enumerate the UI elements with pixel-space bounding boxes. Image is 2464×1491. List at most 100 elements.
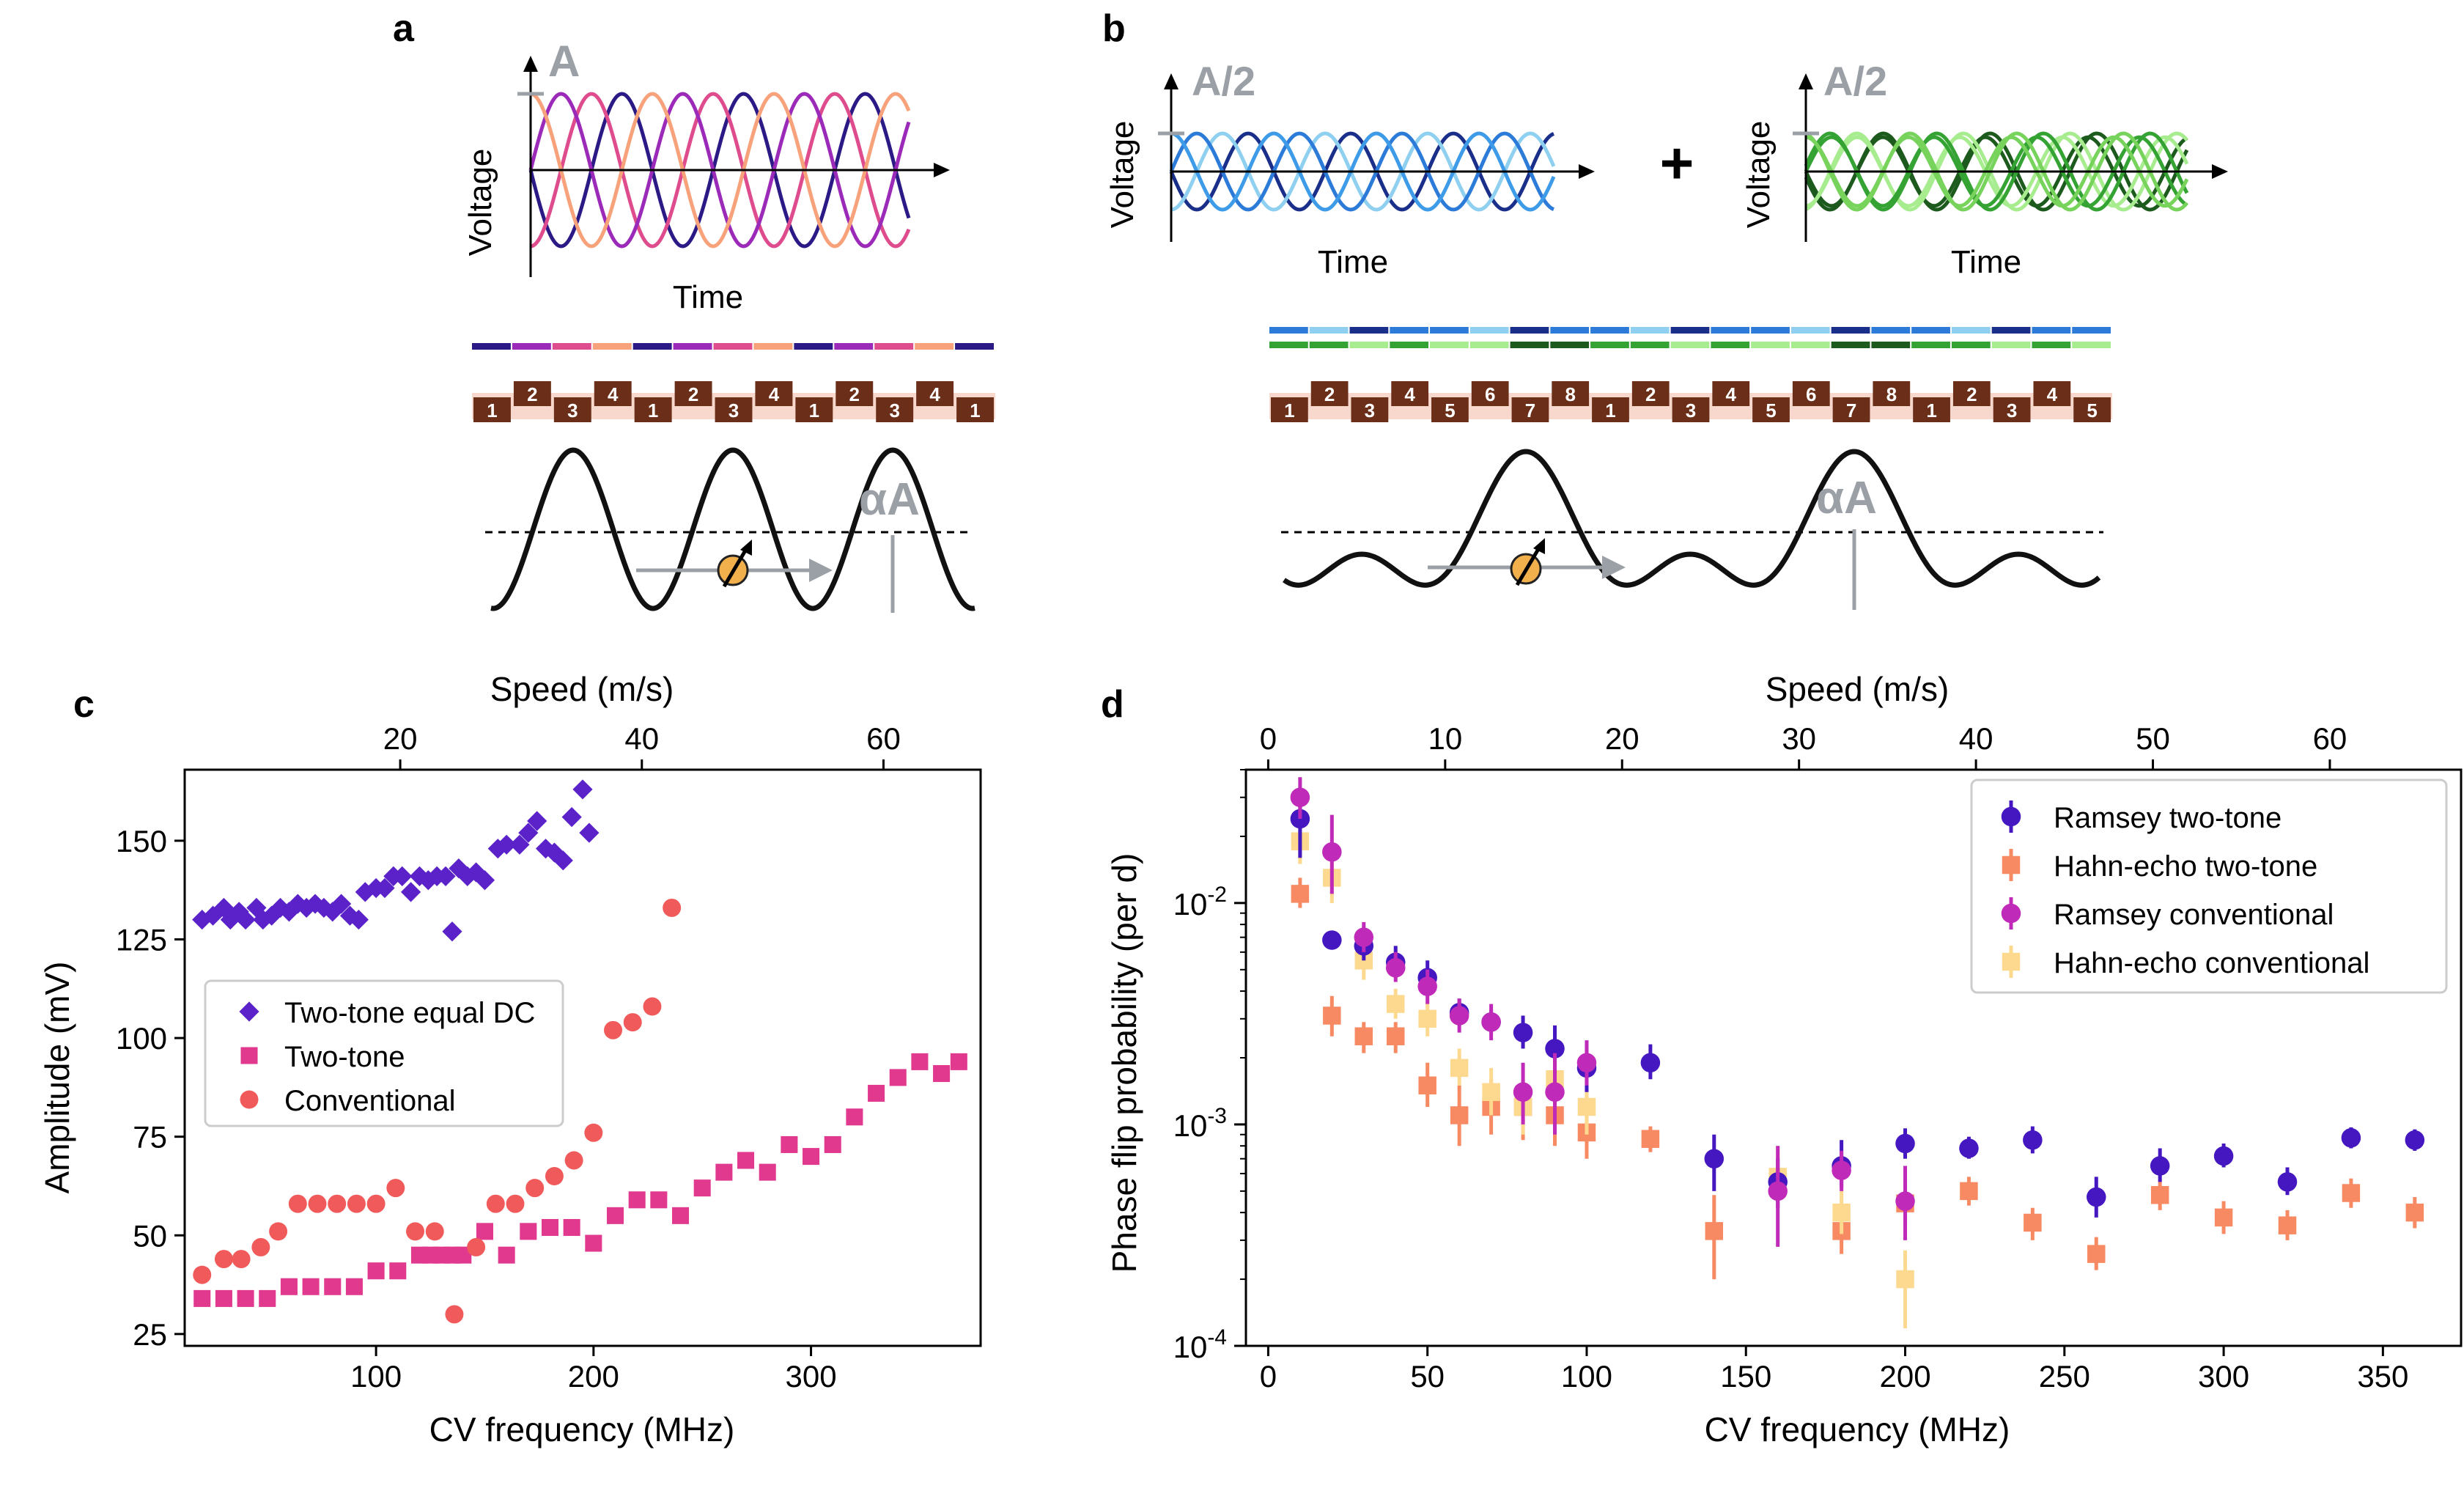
gate-tile-b bbox=[1552, 381, 1590, 406]
legend-marker-c bbox=[240, 1090, 259, 1109]
data-point-c bbox=[486, 1194, 505, 1213]
legend-marker-d bbox=[2002, 952, 2021, 971]
gate-tiles-a: 1 2 3 4 1 2 3 4 1 2 3 4 1 bbox=[472, 381, 995, 422]
data-point-c bbox=[445, 1305, 464, 1324]
data-point-d bbox=[1705, 1222, 1724, 1240]
x-tick-label-d: 300 bbox=[2198, 1359, 2249, 1394]
data-point-c bbox=[824, 1135, 841, 1153]
gate-tile-b bbox=[1712, 381, 1750, 406]
strip-segment-b-top bbox=[2072, 327, 2111, 334]
gate-tile-b bbox=[2033, 381, 2071, 406]
data-point-c bbox=[331, 894, 352, 914]
strip-segment-b-bottom bbox=[1550, 342, 1590, 348]
x-tick-label-c: 300 bbox=[786, 1359, 837, 1394]
gate-tile-number-a: 1 bbox=[809, 400, 819, 421]
data-point-c bbox=[474, 870, 495, 891]
gate-tile-number-a: 1 bbox=[970, 400, 980, 421]
data-point-c bbox=[561, 807, 582, 828]
wave-plot-b-right bbox=[1793, 73, 2228, 242]
strip-segment-b-bottom bbox=[1991, 342, 2031, 348]
data-point-c bbox=[525, 1179, 545, 1198]
legend-label-c: Two-tone equal DC bbox=[284, 997, 535, 1029]
strip-segment-a bbox=[834, 343, 874, 350]
voltage-wave-a-2 bbox=[530, 92, 911, 248]
strip-segment-a bbox=[592, 343, 632, 350]
data-point-c bbox=[950, 1053, 967, 1070]
data-point-c bbox=[545, 1167, 564, 1185]
data-point-d bbox=[1960, 1182, 1978, 1201]
data-point-d bbox=[1385, 957, 1406, 978]
gate-tile-number-a: 3 bbox=[889, 400, 899, 421]
data-point-c bbox=[476, 1223, 493, 1240]
data-point-d bbox=[1768, 1181, 1788, 1201]
data-point-d bbox=[1545, 1039, 1565, 1059]
data-point-c bbox=[328, 1194, 347, 1213]
strip-segment-b-top bbox=[1790, 327, 1830, 334]
y-tick-label-c: 75 bbox=[133, 1120, 167, 1155]
gate-tile-number-a: 4 bbox=[769, 383, 780, 405]
gate-tile-number-b: 6 bbox=[1806, 383, 1816, 405]
data-point-d bbox=[1513, 1023, 1533, 1042]
top-x-tick-label-c: 40 bbox=[624, 721, 659, 756]
strip-segment-b-bottom bbox=[1510, 342, 1549, 348]
data-point-c bbox=[604, 1020, 623, 1039]
data-point-c bbox=[643, 997, 662, 1016]
gate-tile-number-b: 1 bbox=[1284, 400, 1294, 421]
data-point-c bbox=[563, 1218, 580, 1237]
y-axis-title-d: Phase flip probability (per d) bbox=[1105, 853, 1143, 1273]
gate-tile-a bbox=[755, 381, 793, 406]
gate-tile-number-b: 7 bbox=[1525, 400, 1535, 421]
strip-segment-b-top bbox=[1911, 327, 1950, 334]
series-c-1 bbox=[192, 779, 600, 942]
legend-marker-c bbox=[239, 1001, 259, 1022]
data-point-c bbox=[541, 1218, 559, 1237]
strip-segment-b-bottom bbox=[2032, 342, 2071, 348]
top-x-tick-label-d: 0 bbox=[1260, 721, 1277, 756]
data-point-c bbox=[251, 1237, 270, 1256]
strip-segment-a bbox=[472, 343, 511, 350]
strip-segment-b-bottom bbox=[1790, 342, 1830, 348]
gate-tile-a bbox=[836, 381, 874, 406]
transport-arrowhead-b bbox=[1602, 556, 1626, 579]
voltage-label-a: Voltage bbox=[462, 149, 498, 257]
data-point-d bbox=[1576, 1053, 1597, 1072]
data-point-c bbox=[933, 1065, 951, 1083]
x-tick-label-d: 200 bbox=[1879, 1359, 1930, 1394]
strip-segment-b-top bbox=[2032, 327, 2071, 334]
data-point-d bbox=[1322, 842, 1342, 862]
data-point-c bbox=[553, 850, 573, 871]
strip-segment-a bbox=[632, 343, 672, 350]
legend-c: Two-tone equal DC Two-tone Conventional bbox=[204, 979, 564, 1127]
gate-tile-number-b: 4 bbox=[1726, 383, 1737, 405]
strip-segment-b-top bbox=[1550, 327, 1590, 334]
data-point-c bbox=[193, 1265, 212, 1284]
data-point-c bbox=[269, 1222, 288, 1241]
data-point-c bbox=[628, 1191, 646, 1209]
data-point-d bbox=[1577, 1097, 1596, 1116]
data-point-c bbox=[650, 1191, 668, 1209]
data-point-c bbox=[348, 909, 369, 930]
x-tick-label-d: 150 bbox=[1720, 1359, 1771, 1394]
data-point-c bbox=[509, 834, 530, 855]
plus-sign: + bbox=[1660, 130, 1694, 196]
legend-label-d: Hahn-echo two-tone bbox=[2054, 850, 2317, 883]
strip-segment-b-top bbox=[1871, 327, 1911, 334]
gate-tile-number-b: 4 bbox=[2047, 383, 2058, 405]
data-point-c bbox=[584, 1123, 603, 1142]
voltage-label-b-left: Voltage bbox=[1104, 121, 1140, 229]
wave-b-left-x-arrowhead bbox=[1579, 164, 1595, 179]
gate-tile-number-b: 2 bbox=[1966, 383, 1977, 405]
data-point-c bbox=[454, 1246, 472, 1264]
speed-axis-title-c: Speed (m/s) bbox=[490, 670, 674, 708]
data-point-d bbox=[1482, 1083, 1500, 1102]
color-strip-a bbox=[472, 343, 994, 350]
spin-arrow-icon-b bbox=[1515, 544, 1543, 586]
strip-segment-a bbox=[552, 343, 591, 350]
y-tick-label-c: 125 bbox=[116, 922, 167, 957]
wave-plot-b-left bbox=[1158, 73, 1595, 242]
gate-tile-number-b: 8 bbox=[1565, 383, 1575, 405]
gate-tile-number-b: 1 bbox=[1605, 400, 1615, 421]
time-label-b-left: Time bbox=[1318, 244, 1388, 280]
data-point-c bbox=[467, 1237, 486, 1256]
voltage-wave-a-4 bbox=[530, 92, 911, 248]
